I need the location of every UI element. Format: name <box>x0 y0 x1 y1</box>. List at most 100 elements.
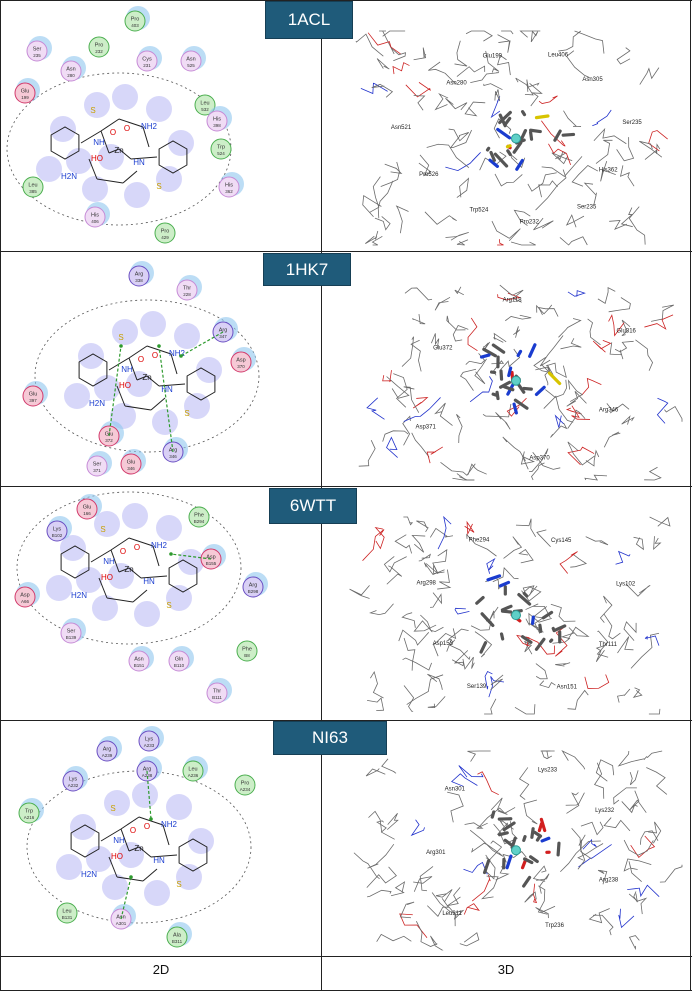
protein-stick <box>497 34 511 53</box>
benzene-ring <box>168 559 198 593</box>
protein-stick <box>367 843 395 869</box>
protein-stick <box>613 787 637 805</box>
atom-label: O <box>130 826 136 835</box>
residue-name: Arg <box>143 767 152 773</box>
ligand-stick <box>503 116 512 126</box>
contact-blob <box>118 842 144 868</box>
protein-stick <box>484 671 493 690</box>
protein-stick <box>445 152 481 172</box>
protein-stick <box>583 182 597 206</box>
protein-stick <box>451 650 469 667</box>
protein-stick <box>628 893 648 915</box>
residue-asn-280: Asn280 <box>60 56 86 82</box>
protein-stick <box>491 220 521 241</box>
contact-blob <box>156 166 182 192</box>
protein-stick <box>648 821 662 844</box>
protein-stick <box>447 887 461 906</box>
protein-stick <box>369 603 394 616</box>
atom-label: O <box>152 351 158 360</box>
zinc-ion <box>511 375 521 386</box>
residue-name: His <box>225 183 233 189</box>
ligand-stick <box>507 366 513 378</box>
protein-stick <box>398 629 430 646</box>
protein-stick <box>368 810 395 840</box>
protein-stick <box>366 866 397 888</box>
residue-label-3d: Leu311 <box>442 911 462 917</box>
protein-stick <box>621 319 631 337</box>
residue-label-3d: Phe294 <box>469 538 490 544</box>
atom-label: NH <box>103 557 115 566</box>
residue-disc <box>206 110 228 132</box>
residue-disc <box>188 506 210 528</box>
protein-stick <box>595 139 613 164</box>
contact-blob <box>168 130 194 156</box>
protein-stick <box>386 565 403 585</box>
ligand-stick <box>522 875 532 888</box>
contact-blob <box>56 854 82 880</box>
hbond-arrow <box>108 345 122 437</box>
protein-stick <box>465 30 493 42</box>
residue-name: Asn <box>134 657 143 663</box>
atom-label: HO <box>91 154 103 163</box>
protein-stick <box>411 534 426 553</box>
protein-stick <box>620 207 634 228</box>
contact-blob <box>124 182 150 208</box>
protein-stick <box>577 843 604 861</box>
protein-stick <box>550 422 568 438</box>
contact-blob <box>112 84 138 110</box>
residue-disc <box>166 926 188 948</box>
ligand-bond <box>108 148 120 154</box>
protein-stick <box>523 799 538 825</box>
protein-stick <box>592 109 612 127</box>
residue-name: Pro <box>241 781 250 787</box>
residue-number: B151 <box>134 663 145 668</box>
protein-stick <box>621 801 638 814</box>
ligand-stick <box>480 612 495 628</box>
hbond-arrowhead <box>169 552 173 556</box>
residue-disc <box>14 586 36 608</box>
residue-disc <box>120 453 142 475</box>
protein-stick <box>561 750 586 770</box>
contact-blob <box>178 549 204 575</box>
protein-stick <box>567 379 583 402</box>
column-label-2d: 2D <box>152 962 170 977</box>
atom-label: NH2 <box>141 122 158 131</box>
ligand-bond <box>100 130 110 154</box>
protein-stick <box>558 318 582 338</box>
ligand-stick <box>515 158 524 171</box>
protein-stick <box>597 287 616 304</box>
protein-stick <box>492 566 519 583</box>
ligand-stick <box>499 369 504 381</box>
ligand-stick <box>491 343 506 354</box>
residue-name: Lys <box>53 527 62 533</box>
protein-stick <box>560 840 601 873</box>
protein-stick <box>469 829 504 857</box>
contact-blob <box>174 323 200 349</box>
protein-stick <box>567 290 586 297</box>
protein-stick <box>485 50 500 73</box>
residue-name: Glu <box>29 392 38 398</box>
atom-label: O <box>124 124 130 133</box>
protein-stick <box>410 339 422 372</box>
protein-stick <box>418 553 431 562</box>
ligand-stick <box>556 841 561 857</box>
protein-stick <box>481 875 499 900</box>
contact-blob <box>76 567 102 593</box>
protein-stick <box>644 635 660 646</box>
residue-label-3d: His362 <box>599 168 618 174</box>
protein-stick <box>447 791 464 823</box>
residue-number: B131 <box>62 915 73 920</box>
residue-label-3d: Asp370 <box>529 456 550 462</box>
protein-stick <box>394 534 412 554</box>
protein-stick <box>497 54 511 76</box>
ligand-stick <box>505 854 513 870</box>
protein-stick <box>425 563 445 575</box>
contact-blob <box>60 535 86 561</box>
ligand-bond <box>128 567 142 579</box>
contact-blob <box>94 511 120 537</box>
ligand-bond <box>100 118 120 132</box>
protein-stick <box>467 463 487 475</box>
atom-label: HO <box>119 381 131 390</box>
